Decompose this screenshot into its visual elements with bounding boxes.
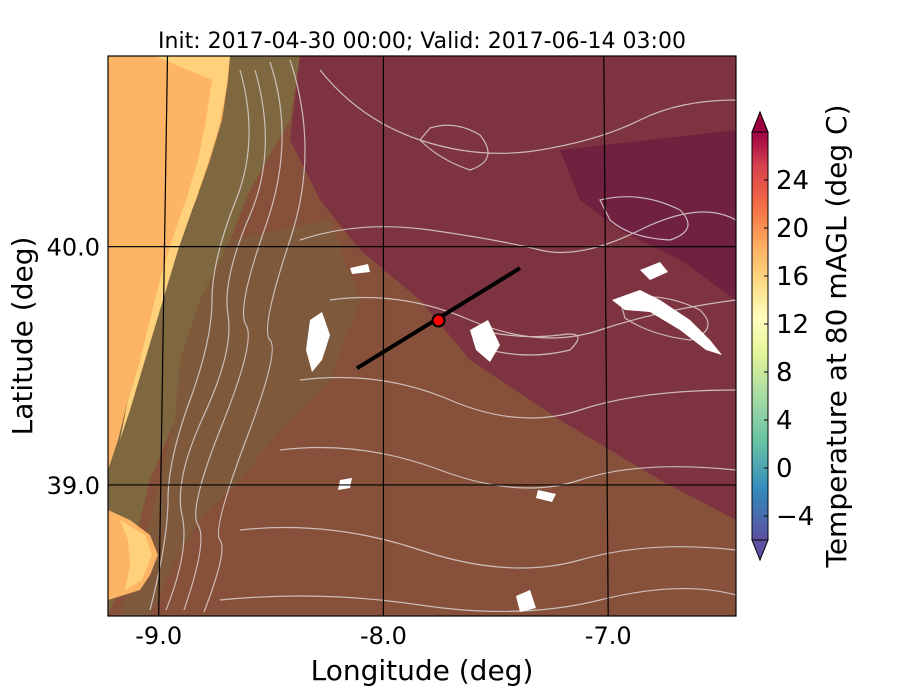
colorbar-tick-label: 16 bbox=[776, 262, 809, 292]
site-marker bbox=[431, 313, 446, 328]
colorbar-tick-label: 24 bbox=[776, 166, 809, 196]
x-tick-label: -7.0 bbox=[585, 622, 632, 650]
sea-coastal-band bbox=[120, 56, 230, 440]
y-tick-label: 39.0 bbox=[47, 472, 100, 500]
x-axis: -9.0 -8.0 -7.0 bbox=[135, 622, 631, 650]
hotter-region bbox=[560, 130, 736, 300]
colorbar-label: Temperature at 80 mAGL (deg C) bbox=[820, 104, 853, 568]
chart-title: Init: 2017-04-30 00:00; Valid: 2017-06-1… bbox=[158, 29, 686, 54]
y-tick-label: 40.0 bbox=[47, 234, 100, 262]
mid-land bbox=[120, 220, 360, 616]
meridian-1 bbox=[158, 56, 169, 616]
colorbar-body bbox=[751, 131, 769, 541]
meridian-3 bbox=[603, 56, 609, 616]
x-axis-label: Longitude (deg) bbox=[311, 654, 534, 687]
map-field bbox=[108, 56, 736, 616]
y-axis-label: Latitude (deg) bbox=[6, 237, 39, 436]
y-axis: 39.0 40.0 bbox=[47, 234, 100, 500]
plot-frame bbox=[107, 55, 737, 617]
colorbar-tick-label: 12 bbox=[776, 310, 809, 340]
colorbar-extend-max bbox=[751, 110, 769, 133]
colorbar-tick-label: 20 bbox=[776, 214, 809, 244]
x-tick-label: -9.0 bbox=[135, 622, 182, 650]
contour-lines bbox=[149, 59, 736, 613]
sea-south-band bbox=[120, 520, 152, 590]
colorbar-tick-label: 0 bbox=[776, 454, 793, 484]
masked-patches bbox=[306, 262, 722, 612]
colorbar-tick-label: 8 bbox=[776, 358, 793, 388]
x-tick-label: -8.0 bbox=[360, 622, 407, 650]
colorbar-extend-min bbox=[751, 539, 769, 562]
colorbar: −4 0 4 8 12 16 20 24 Temperature at 80 mAGL (de… bbox=[751, 104, 853, 569]
colorbar-ticks: −4 0 4 8 12 16 20 24 bbox=[764, 166, 814, 532]
colorbar-tick-label: 4 bbox=[776, 406, 793, 436]
colorbar-tick-label: −4 bbox=[776, 502, 814, 532]
